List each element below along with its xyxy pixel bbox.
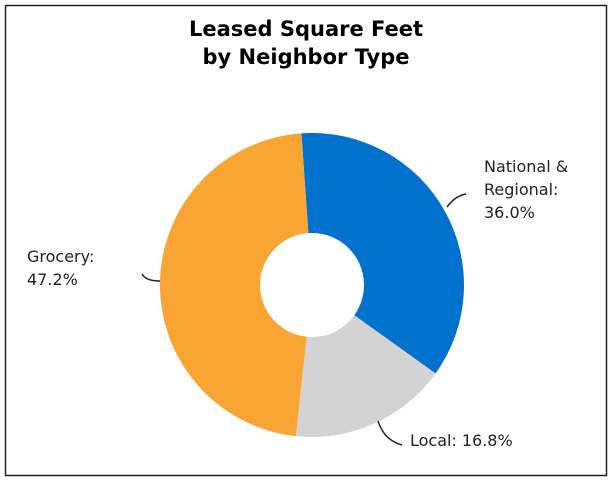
chart-title: Leased Square Feet bbox=[189, 17, 423, 41]
slice-label-line: Regional: bbox=[484, 180, 558, 199]
donut-slice bbox=[295, 315, 436, 437]
leader-line bbox=[141, 273, 161, 282]
slice-value-label: 16.8% bbox=[462, 431, 513, 450]
leader-line bbox=[446, 193, 467, 208]
slice-label: Local: bbox=[410, 431, 457, 450]
slice-value-label: 47.2% bbox=[27, 270, 78, 289]
slice-label-line: National & bbox=[484, 157, 568, 176]
slice-value-label: 36.0% bbox=[484, 203, 535, 222]
donut-slice bbox=[301, 132, 465, 374]
leader-line bbox=[377, 420, 403, 446]
donut-slice bbox=[159, 133, 309, 437]
slice-label: National & Regional: bbox=[484, 157, 568, 199]
chart-title: by Neighbor Type bbox=[203, 45, 410, 69]
slice-label: Grocery: bbox=[27, 247, 94, 266]
